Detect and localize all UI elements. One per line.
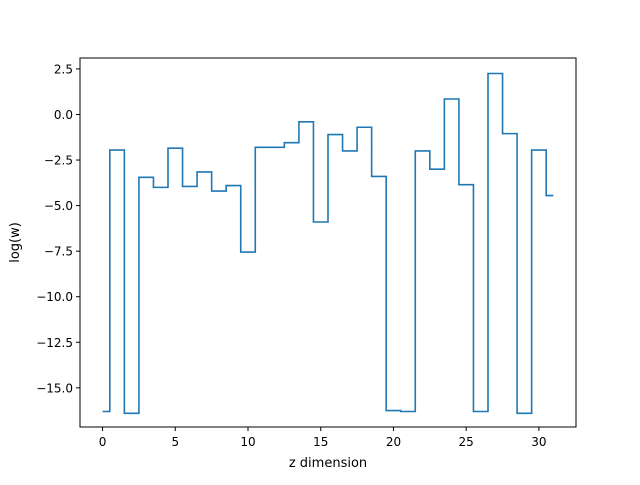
x-tick-label: 20 bbox=[386, 435, 401, 449]
x-tick-label: 25 bbox=[459, 435, 474, 449]
x-axis-label: z dimension bbox=[289, 456, 367, 471]
y-tick-label: −5.0 bbox=[44, 199, 73, 213]
y-tick-label: −2.5 bbox=[44, 154, 73, 168]
x-tick-label: 30 bbox=[531, 435, 546, 449]
x-tick-label: 0 bbox=[99, 435, 107, 449]
y-tick-label: −10.0 bbox=[36, 290, 73, 304]
y-tick-label: −15.0 bbox=[36, 381, 73, 395]
x-axis: 0 5 10 15 20 25 30 bbox=[99, 427, 547, 449]
y-axis: 2.5 0.0 −2.5 −5.0 −7.5 −10.0 −12.5 −15.0 bbox=[36, 62, 80, 395]
y-tick-label: 0.0 bbox=[54, 108, 73, 122]
y-axis-label: log(w) bbox=[8, 222, 23, 263]
x-tick-label: 5 bbox=[171, 435, 179, 449]
axes-frame bbox=[79, 57, 577, 428]
y-tick-label: −7.5 bbox=[44, 245, 73, 259]
y-tick-label: −12.5 bbox=[36, 336, 73, 350]
x-tick-label: 10 bbox=[240, 435, 255, 449]
plot-area bbox=[102, 72, 554, 415]
x-tick-label: 15 bbox=[313, 435, 328, 449]
y-tick-label: 2.5 bbox=[54, 62, 73, 76]
series-line-0 bbox=[102, 72, 554, 415]
